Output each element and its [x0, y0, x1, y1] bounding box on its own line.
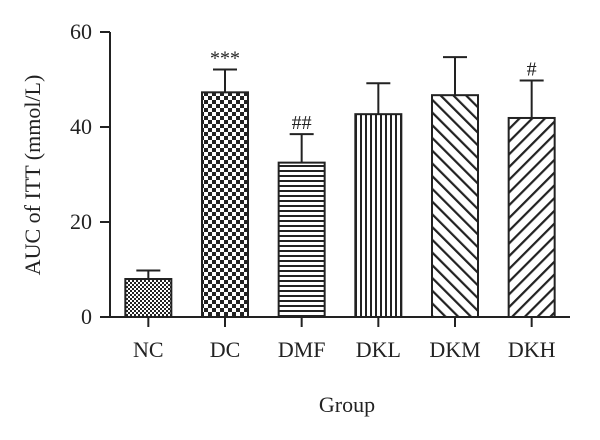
bar-dmf: [277, 161, 326, 318]
bar-dkm: [431, 94, 479, 318]
x-tick-label-nc: NC: [133, 337, 164, 362]
bar-nc: [124, 278, 173, 318]
y-axis-label: AUC of ITT (mmol/L): [20, 75, 45, 276]
x-tick-label-dkh: DKH: [508, 337, 556, 362]
y-tick-label: 0: [81, 304, 92, 329]
x-tick-label-dc: DC: [210, 337, 241, 362]
y-ticks: 0 20 40 60: [70, 19, 110, 329]
y-tick-label: 20: [70, 209, 92, 234]
axes: [109, 32, 570, 318]
x-tick-label-dkl: DKL: [356, 337, 401, 362]
bar-dkl: [354, 113, 403, 318]
x-tick-label-dkm: DKM: [429, 337, 480, 362]
significance-label-dc: ***: [210, 48, 240, 70]
x-axis-label: Group: [319, 392, 375, 417]
bars: ***###: [124, 48, 556, 318]
x-tick-label-dmf: DMF: [278, 337, 326, 362]
x-ticks: NC DC DMF DKL DKM DKH: [133, 317, 556, 362]
significance-label-dkh: #: [527, 58, 537, 80]
y-tick-label: 40: [70, 114, 92, 139]
bar-dc: [201, 91, 249, 318]
bar-dkh: [507, 116, 556, 318]
significance-label-dmf: ##: [292, 112, 312, 134]
y-tick-label: 60: [70, 19, 92, 44]
